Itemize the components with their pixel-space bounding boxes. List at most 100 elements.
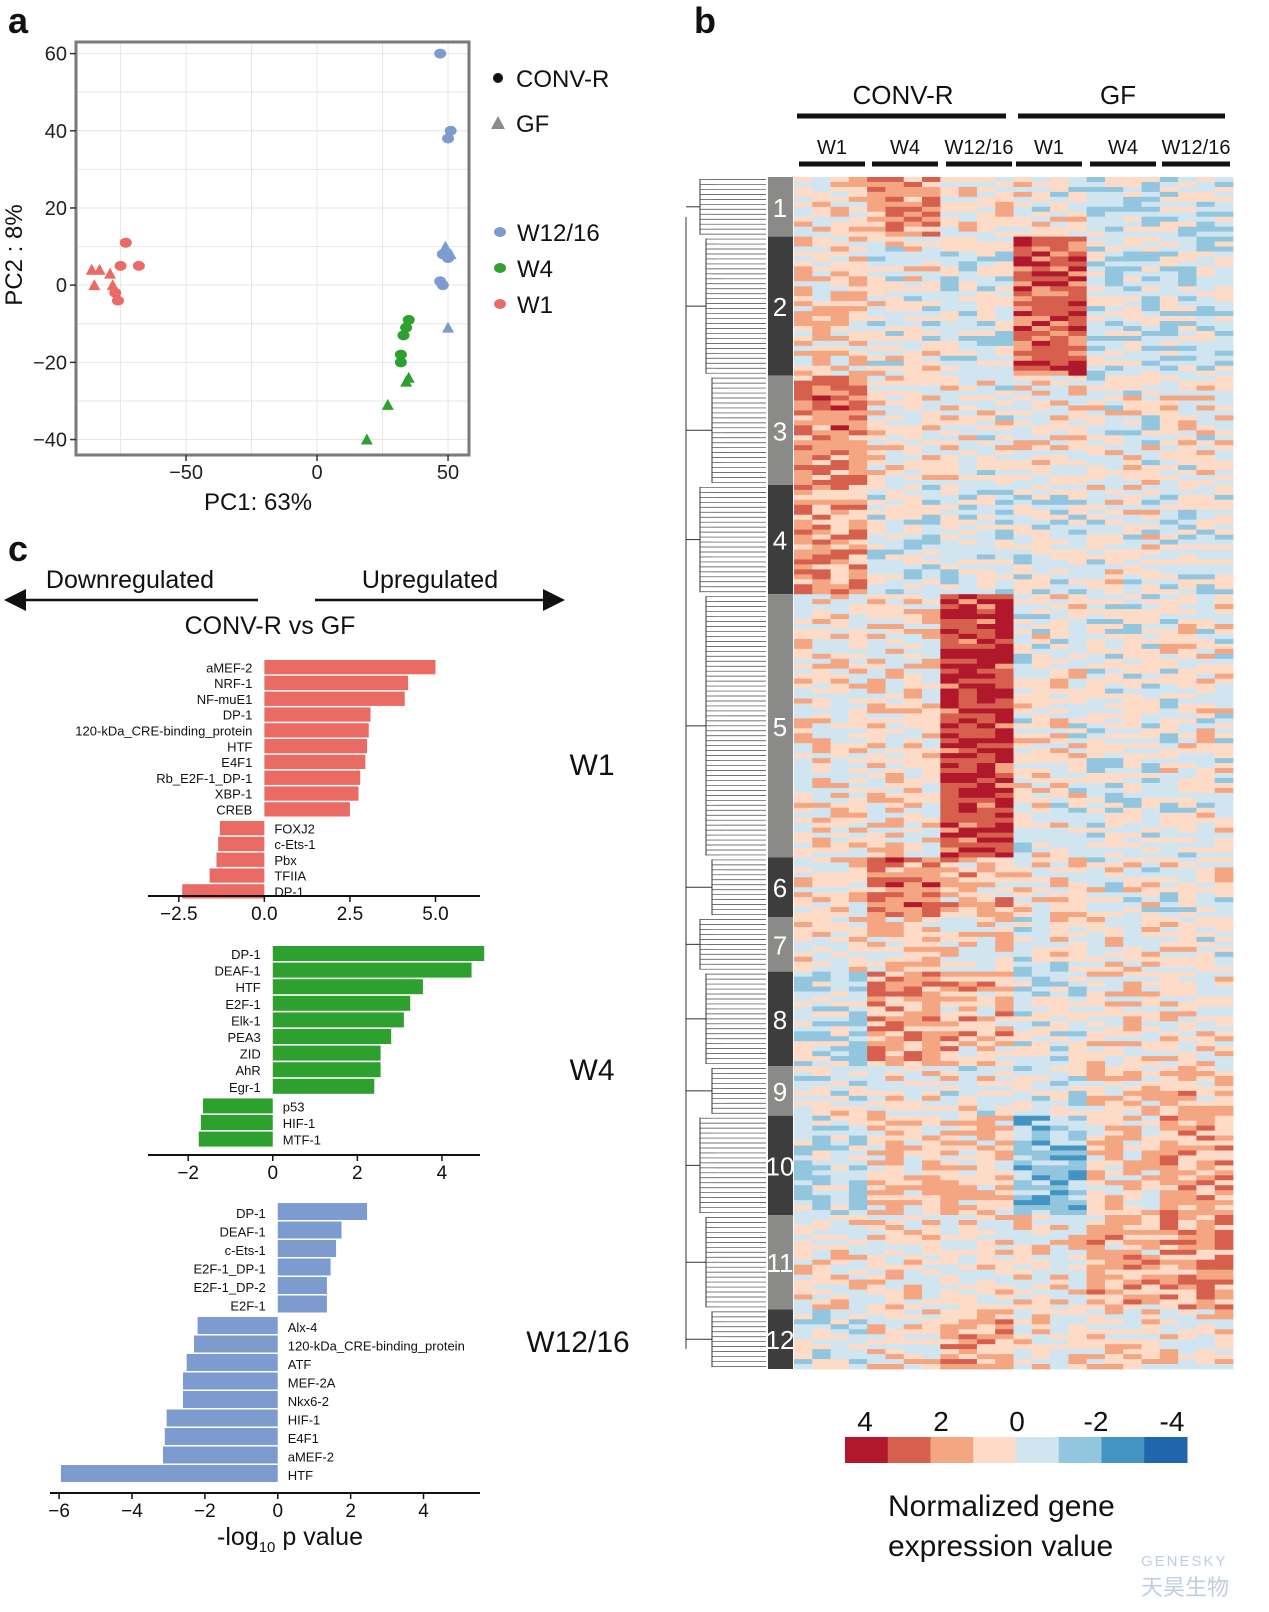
heatmap-cell <box>867 857 886 863</box>
heatmap-cell <box>976 847 996 853</box>
heatmap-cell <box>1086 628 1106 635</box>
heatmap-cell <box>1123 296 1142 302</box>
heatmap-cell <box>812 882 831 888</box>
heatmap-cell <box>1141 668 1161 675</box>
heatmap-cell <box>1104 688 1124 694</box>
heatmap-cell <box>995 594 1014 600</box>
heatmap-cell <box>1031 609 1051 615</box>
heatmap-cell <box>1050 1006 1069 1012</box>
heatmap-cell <box>903 326 923 332</box>
heatmap-cell <box>1214 673 1234 680</box>
heatmap-cell <box>1050 216 1069 223</box>
heatmap-cell <box>1123 926 1142 933</box>
heatmap-cell <box>848 1085 868 1092</box>
heatmap-cell <box>1086 430 1106 436</box>
heatmap-cell <box>794 1075 813 1082</box>
heatmap-cell <box>1159 837 1179 843</box>
heatmap-cell <box>1196 470 1216 476</box>
heatmap-cell <box>1013 1115 1033 1122</box>
heatmap-cell <box>794 748 813 754</box>
heatmap-cell <box>976 802 996 809</box>
data-point <box>88 279 101 291</box>
heatmap-cell <box>794 584 813 590</box>
heatmap-cell <box>1031 1006 1051 1012</box>
heatmap-cell <box>922 1115 941 1122</box>
heatmap-cell <box>1159 370 1179 377</box>
heatmap-cell <box>1086 584 1106 590</box>
heatmap-cell <box>1086 648 1106 655</box>
heatmap-cell <box>995 703 1014 709</box>
heatmap-cell <box>1123 872 1142 878</box>
heatmap-cell <box>976 917 996 923</box>
heatmap-cell <box>1031 271 1051 277</box>
heatmap-cell <box>940 703 960 709</box>
heatmap-cell <box>794 693 813 699</box>
heatmap-cell <box>867 539 886 545</box>
heatmap-cell <box>812 807 831 814</box>
heatmap-cell <box>1123 1016 1142 1022</box>
heatmap-cell <box>940 887 960 893</box>
heatmap-cell <box>867 276 886 282</box>
heatmap-cell <box>830 872 850 878</box>
heatmap-cell <box>885 693 905 699</box>
heatmap-cell <box>1196 976 1216 982</box>
heatmap-cell <box>848 1115 868 1122</box>
heatmap-cell <box>794 1165 813 1171</box>
heatmap-cell <box>958 370 978 377</box>
heatmap-cell <box>995 360 1014 367</box>
heatmap-cell <box>922 330 941 337</box>
heatmap-cell <box>867 1155 886 1161</box>
heatmap-cell <box>1214 340 1234 347</box>
heatmap-cell <box>1013 335 1033 342</box>
heatmap-cell <box>812 738 831 744</box>
heatmap-cell <box>922 1016 941 1022</box>
heatmap-cell <box>958 484 978 491</box>
heatmap-cell <box>976 186 996 193</box>
heatmap-cell <box>1031 450 1051 456</box>
heatmap-cell <box>958 797 978 804</box>
heatmap-cell <box>940 728 960 734</box>
heatmap-cell <box>1086 1085 1106 1092</box>
heatmap-cell <box>995 1115 1014 1122</box>
heatmap-cell <box>1178 1165 1197 1171</box>
heatmap-cell <box>1086 966 1106 973</box>
heatmap-cell <box>1178 390 1197 396</box>
heatmap-cell <box>867 395 886 401</box>
heatmap-cell <box>867 827 886 833</box>
heatmap-cell <box>848 693 868 699</box>
heatmap-cell <box>903 812 923 819</box>
heatmap-cell <box>976 1006 996 1012</box>
heatmap-cell <box>1141 658 1161 665</box>
heatmap-cell <box>958 529 978 535</box>
heatmap-cell <box>1013 683 1033 689</box>
heatmap-cell <box>1214 360 1234 367</box>
heatmap-cell <box>995 643 1014 650</box>
heatmap-cell <box>830 966 850 973</box>
heatmap-cell <box>958 1160 978 1166</box>
heatmap-cell <box>995 867 1014 873</box>
heatmap-cell <box>848 1031 868 1037</box>
heatmap-cell <box>922 1170 941 1176</box>
heatmap-cell <box>848 797 868 804</box>
heatmap-cell <box>1196 792 1216 799</box>
heatmap-cell <box>940 609 960 615</box>
heatmap-cell <box>903 1150 923 1156</box>
heatmap-cell <box>1123 1105 1142 1112</box>
heatmap-cell <box>812 628 831 635</box>
heatmap-cell <box>1013 986 1033 992</box>
heatmap-cell <box>1123 678 1142 684</box>
heatmap-cell <box>1104 862 1124 868</box>
heatmap-cell <box>812 787 831 794</box>
heatmap-cell <box>1068 186 1088 193</box>
heatmap-cell <box>1013 976 1033 982</box>
heatmap-cell <box>867 291 886 297</box>
heatmap-cell <box>940 479 960 486</box>
heatmap-cell <box>1123 326 1142 332</box>
heatmap-cell <box>867 1021 886 1027</box>
heatmap-cell <box>1013 907 1033 913</box>
heatmap-cell <box>812 430 831 436</box>
heatmap-cell <box>1214 753 1234 759</box>
heatmap-cell <box>830 609 850 615</box>
heatmap-cell <box>1196 797 1216 804</box>
heatmap-cell <box>1214 852 1234 858</box>
